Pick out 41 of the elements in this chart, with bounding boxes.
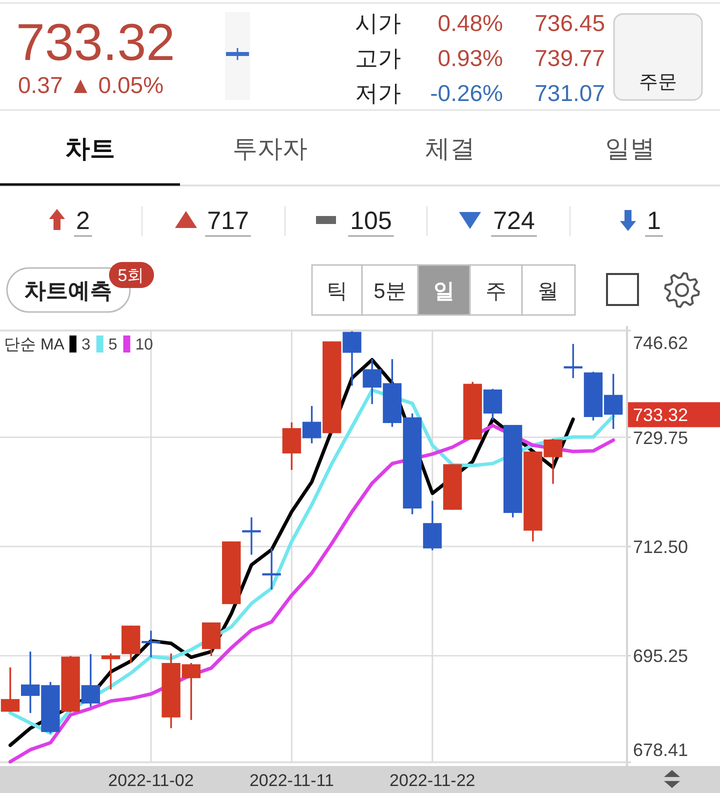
text: 5분 [374, 280, 406, 303]
text: 1 [647, 207, 661, 235]
text: 월 [538, 280, 558, 303]
text: 주 [486, 280, 506, 303]
text: 틱 [326, 280, 348, 303]
text: 0.48% [438, 10, 503, 36]
text: 저가 [355, 80, 401, 106]
text: 체결 [425, 135, 475, 163]
text: 2 [76, 207, 90, 235]
text: 724 [493, 207, 535, 235]
y-tick-label: 712.50 [633, 536, 688, 557]
y-tick-label: 729.75 [633, 428, 688, 448]
text: 733.32 [633, 405, 688, 426]
y-tick-label: 746.62 [633, 333, 688, 353]
legend-label: 3 [81, 336, 90, 354]
text: 731.07 [534, 80, 605, 106]
text: -0.26% [430, 80, 503, 106]
chart-subtitle: 0.37 ▲ 0.05% [18, 72, 164, 98]
text: 733.32 [16, 14, 176, 72]
legend-label: 10 [135, 336, 154, 354]
text: 736.45 [534, 10, 605, 36]
text: 일별 [605, 135, 655, 163]
text: 일 [434, 280, 454, 303]
y-tick-label: 678.41 [633, 740, 688, 760]
x-tick-label: 2022-11-02 [108, 771, 194, 790]
legend-label: 5 [108, 336, 118, 354]
text: 차트예측 [24, 278, 112, 303]
x-tick-label: 2022-11-11 [249, 771, 334, 790]
text: 고가 [355, 45, 401, 71]
text: 5회 [118, 266, 144, 285]
text: 739.77 [534, 45, 605, 71]
text: 투자자 [232, 135, 308, 163]
text: 주문 [639, 72, 677, 93]
text: 차트 [65, 135, 115, 163]
text: 717 [207, 207, 249, 235]
legend-title: 단순 MA [4, 336, 65, 354]
text: 105 [350, 207, 392, 235]
text: 시가 [355, 10, 401, 36]
y-tick-label: 695.25 [633, 646, 688, 666]
x-tick-label: 2022-11-22 [390, 771, 476, 790]
text: 0.93% [438, 45, 503, 71]
